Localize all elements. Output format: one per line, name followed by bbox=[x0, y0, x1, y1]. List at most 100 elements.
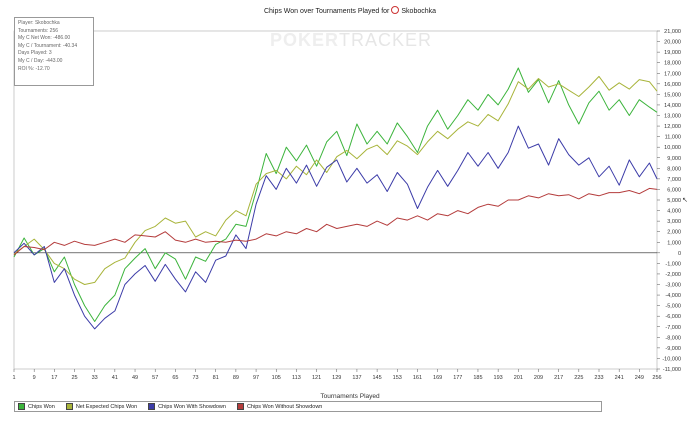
series-line-2 bbox=[13, 125, 658, 330]
x-tick-label: 169 bbox=[433, 375, 442, 381]
y-tick-label: 4,000 bbox=[667, 209, 681, 215]
x-tick-label: 241 bbox=[615, 375, 624, 381]
y-tick-label: 6,000 bbox=[667, 187, 681, 193]
player-icon bbox=[391, 6, 400, 14]
x-tick-label: 201 bbox=[514, 375, 523, 381]
x-tick-label: 177 bbox=[453, 375, 462, 381]
y-tick-label: 3,000 bbox=[667, 219, 681, 225]
x-tick-label: 121 bbox=[312, 375, 321, 381]
stats-line: Tournaments: 256 bbox=[18, 27, 59, 34]
x-tick-label: 89 bbox=[233, 375, 239, 381]
chart-title-player: Skobochka bbox=[401, 8, 437, 15]
x-tick-label: 1 bbox=[12, 375, 15, 381]
legend-item: Chips Won bbox=[18, 403, 55, 410]
x-tick-label: 113 bbox=[292, 375, 301, 381]
x-tick-label: 9 bbox=[33, 375, 36, 381]
series-line-0 bbox=[13, 67, 658, 322]
x-tick-label: 217 bbox=[554, 375, 563, 381]
legend-item: Chips Won Without Showdown bbox=[236, 403, 323, 410]
y-tick-label: 13,000 bbox=[664, 114, 681, 120]
y-tick-label: -3,000 bbox=[665, 283, 681, 289]
x-tick-label: 145 bbox=[373, 375, 382, 381]
y-tick-label: 0 bbox=[678, 251, 681, 257]
y-tick-label: -5,000 bbox=[665, 304, 681, 310]
y-tick-label: 10,000 bbox=[664, 145, 681, 151]
y-tick-label: 2,000 bbox=[667, 230, 681, 236]
stats-line: Player: Skobochka bbox=[18, 20, 60, 26]
watermark-tracker: TRACKER bbox=[339, 30, 433, 50]
x-tick-label: 81 bbox=[213, 375, 219, 381]
y-tick-label: 14,000 bbox=[664, 103, 681, 109]
legend: Chips Won Net Expected Chips Won Chips Won… bbox=[14, 401, 602, 412]
x-tick-label: 49 bbox=[132, 375, 138, 381]
x-axis-title: Tournaments Played bbox=[320, 393, 380, 400]
legend-label: Chips Won bbox=[28, 403, 55, 410]
legend-swatch bbox=[236, 403, 244, 410]
y-tick-label: 8,000 bbox=[667, 166, 681, 172]
y-tick-label: 15,000 bbox=[664, 92, 681, 98]
legend-label: Net Expected Chips Won bbox=[75, 403, 138, 410]
stats-box: Player: Skobochka Tournaments: 256 My C Ne… bbox=[14, 17, 94, 86]
x-tick-label: 73 bbox=[192, 375, 198, 381]
x-tick-label: 17 bbox=[51, 375, 57, 381]
x-tick-label: 209 bbox=[534, 375, 543, 381]
series-line-3 bbox=[13, 187, 658, 256]
x-tick-label: 33 bbox=[92, 375, 98, 381]
x-tick-label: 185 bbox=[473, 375, 482, 381]
y-tick-label: 16,000 bbox=[664, 82, 681, 88]
legend-label: Chips Won Without Showdown bbox=[246, 403, 323, 410]
chart-title: Chips Won over Tournaments Played for Sko… bbox=[0, 6, 700, 15]
y-tick-label: -7,000 bbox=[665, 325, 681, 331]
y-tick-label: 20,000 bbox=[664, 40, 681, 46]
y-tick-label: 12,000 bbox=[664, 124, 681, 130]
watermark-poker: POKER bbox=[270, 30, 340, 50]
stats-line: My C Net Won: -486.00 bbox=[18, 35, 71, 42]
x-tick-label: 57 bbox=[152, 375, 158, 381]
y-tick-label: 17,000 bbox=[664, 71, 681, 77]
stats-line: Days Played: 3 bbox=[18, 50, 52, 57]
y-tick-label: -10,000 bbox=[662, 356, 681, 362]
y-tick-label: 18,000 bbox=[664, 61, 681, 67]
x-tick-label: 249 bbox=[635, 375, 644, 381]
x-tick-label: 41 bbox=[112, 375, 118, 381]
chart-title-text: Chips Won over Tournaments Played for bbox=[263, 8, 390, 15]
x-tick-label: 25 bbox=[71, 375, 77, 381]
y-tick-label: 19,000 bbox=[664, 50, 681, 56]
legend-swatch bbox=[65, 403, 73, 410]
legend-item: Net Expected Chips Won bbox=[65, 403, 138, 410]
x-tick-label: 193 bbox=[494, 375, 503, 381]
y-tick-label: -8,000 bbox=[665, 335, 681, 341]
y-tick-label: 5,000 bbox=[667, 198, 681, 204]
y-tick-label: 9,000 bbox=[667, 156, 681, 162]
y-tick-label: 7,000 bbox=[667, 177, 681, 183]
x-tick-label: 97 bbox=[253, 375, 259, 381]
x-tick-label: 233 bbox=[594, 375, 603, 381]
plot-frame bbox=[13, 30, 658, 370]
y-tick-label: -11,000 bbox=[663, 367, 681, 373]
legend-swatch bbox=[148, 403, 156, 410]
y-tick-label: 21,000 bbox=[664, 29, 681, 35]
legend-swatch bbox=[18, 403, 25, 410]
x-tick-label: 129 bbox=[332, 375, 341, 381]
series-line-1 bbox=[13, 75, 658, 285]
x-tick-label: 153 bbox=[393, 375, 402, 381]
stats-line: ROI %: -12.70 bbox=[18, 65, 50, 72]
stats-line: My C / Day: -443.00 bbox=[18, 57, 63, 64]
y-tick-label: -2,000 bbox=[665, 272, 681, 278]
y-tick-label: -6,000 bbox=[665, 314, 681, 320]
stats-line: My C / Tournament: -40.34 bbox=[18, 42, 78, 49]
x-tick-label: 105 bbox=[272, 375, 281, 381]
legend-label: Chips Won With Showdown bbox=[158, 403, 226, 410]
y-tick-label: -4,000 bbox=[665, 293, 681, 299]
x-tick-label: 65 bbox=[172, 375, 178, 381]
y-tick-label: 11,000 bbox=[665, 135, 681, 141]
mouse-cursor-icon: ↖ bbox=[682, 197, 688, 204]
pokertracker-watermark: POKERTRACKER bbox=[270, 30, 432, 51]
y-tick-label: 1,000 bbox=[667, 240, 681, 246]
legend-item: Chips Won With Showdown bbox=[148, 403, 226, 410]
x-tick-label: 161 bbox=[413, 375, 422, 381]
y-tick-label: -9,000 bbox=[665, 346, 681, 352]
x-tick-label: 137 bbox=[352, 375, 361, 381]
y-tick-label: -1,000 bbox=[665, 261, 681, 267]
